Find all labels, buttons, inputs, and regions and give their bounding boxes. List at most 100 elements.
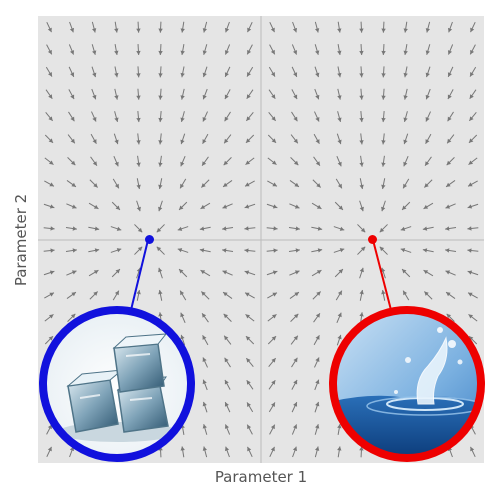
field-arrow-head <box>136 95 141 100</box>
field-arrow-head <box>224 424 230 429</box>
field-arrow-head <box>180 312 185 318</box>
field-arrow-head <box>49 204 55 209</box>
ice-cubes-icon <box>43 310 191 458</box>
field-arrow-head <box>200 204 206 209</box>
field-arrow-head <box>224 446 230 452</box>
field-arrow-head <box>94 226 100 231</box>
field-arrow-head <box>381 162 386 167</box>
field-arrow-head <box>317 226 323 231</box>
field-arrow-head <box>223 313 229 319</box>
field-arrow-head <box>315 424 320 429</box>
field-arrow-head <box>447 138 452 144</box>
field-arrow-head <box>137 227 143 233</box>
field-arrow-head <box>116 226 122 231</box>
field-arrow-head <box>93 183 98 188</box>
field-arrow-head <box>92 72 97 78</box>
field-arrow-head <box>337 95 342 100</box>
field-arrow-head <box>224 50 230 55</box>
field-arrow-head <box>246 116 251 121</box>
field-arrow-head <box>92 28 97 33</box>
field-arrow-head <box>359 50 364 56</box>
field-arrow-head <box>180 28 185 33</box>
field-arrow-head <box>223 292 228 297</box>
field-arrow-head <box>272 292 277 297</box>
field-arrow-head <box>381 28 386 33</box>
field-arrow-head <box>381 206 386 212</box>
field-arrow-head <box>202 313 207 318</box>
field-arrow-head <box>246 94 251 99</box>
field-arrow-head <box>180 334 185 340</box>
field-arrow-head <box>247 402 251 407</box>
field-arrow-head <box>423 204 429 209</box>
field-arrow-head <box>201 183 206 188</box>
field-arrow-head <box>70 116 75 122</box>
field-arrow-head <box>271 94 276 99</box>
field-arrow-head <box>70 138 75 144</box>
field-arrow-head <box>360 246 366 252</box>
field-arrow-head <box>403 139 408 145</box>
field-arrow-head <box>292 27 298 33</box>
field-arrow-head <box>337 312 342 318</box>
field-arrow-head <box>445 270 451 275</box>
field-arrow-head <box>49 292 54 297</box>
field-arrow-head <box>202 94 207 100</box>
field-arrow-head <box>315 161 320 166</box>
field-arrow-head <box>201 291 206 296</box>
field-arrow-head <box>93 291 98 296</box>
field-arrow-head <box>70 313 76 319</box>
ice-connector-line <box>130 239 149 311</box>
field-arrow-head <box>294 204 300 209</box>
field-arrow-head <box>202 424 207 429</box>
field-arrow-head <box>381 184 386 190</box>
field-arrow-head <box>403 50 408 55</box>
field-arrow-head <box>202 72 207 78</box>
field-arrow-head <box>470 72 474 77</box>
field-arrow-head <box>180 72 185 78</box>
field-arrow-head <box>445 204 451 209</box>
field-arrow-head <box>158 312 163 317</box>
field-arrow-head <box>247 27 252 33</box>
field-arrow-head <box>470 49 475 55</box>
field-arrow-head <box>50 248 55 253</box>
field-arrow-head <box>381 140 386 145</box>
field-arrow-head <box>136 289 141 295</box>
field-arrow-head <box>180 139 185 145</box>
field-arrow-head <box>468 292 473 297</box>
field-arrow-head <box>271 380 276 385</box>
field-arrow-head <box>467 226 472 231</box>
field-arrow-head <box>224 357 229 363</box>
field-arrow-head <box>293 116 298 122</box>
field-arrow-head <box>316 204 322 209</box>
field-arrow-head <box>425 117 430 122</box>
field-arrow-head <box>49 270 55 275</box>
field-arrow-head <box>202 117 207 122</box>
field-arrow-head <box>180 161 185 167</box>
field-arrow-head <box>270 27 275 33</box>
field-arrow-head <box>114 50 119 55</box>
field-arrow-head <box>94 248 100 253</box>
field-arrow-head <box>293 94 298 100</box>
field-arrow-head <box>114 95 119 100</box>
field-arrow-head <box>337 50 342 55</box>
field-arrow-head <box>48 116 53 121</box>
field-arrow-head <box>158 95 163 100</box>
field-arrow-head <box>245 138 251 143</box>
field-arrow-head <box>72 248 77 253</box>
field-arrow-head <box>71 204 77 209</box>
field-arrow-head <box>202 357 207 362</box>
field-arrow-head <box>402 269 407 274</box>
field-arrow-head <box>247 446 252 452</box>
field-arrow-head <box>293 379 298 385</box>
field-arrow-head <box>403 161 408 167</box>
field-arrow-head <box>69 50 75 55</box>
field-arrow-head <box>158 73 163 78</box>
field-arrow-head <box>158 50 163 56</box>
field-arrow-head <box>337 139 342 145</box>
field-arrow-head <box>315 357 320 362</box>
field-arrow-head <box>447 72 452 77</box>
field-arrow-head <box>114 117 119 122</box>
field-arrow-head <box>115 269 120 274</box>
field-arrow-head <box>315 401 320 407</box>
field-arrow-head <box>271 138 277 143</box>
field-arrow-head <box>92 117 97 122</box>
